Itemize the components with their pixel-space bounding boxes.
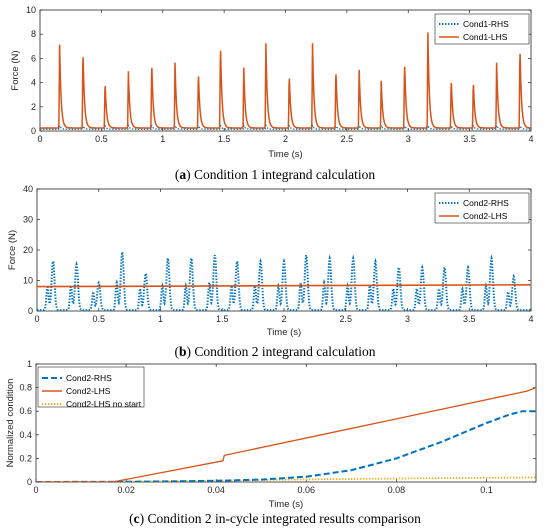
y-tick-label: 0.6 <box>19 406 32 416</box>
x-tick-label: 0.04 <box>207 485 225 495</box>
panel-b-legend-box <box>434 192 530 224</box>
panel-b-caption-tag: b <box>179 344 187 359</box>
panel-b-legend: Cond2-RHS Cond2-LHS <box>434 192 530 224</box>
legend-label-cond2-rhs: Cond2-RHS <box>463 198 509 208</box>
panel-c-legend-box <box>37 366 145 408</box>
y-tick-label: 10 <box>23 276 33 286</box>
y-tick-label: 0.2 <box>19 453 32 463</box>
x-tick-label: 2.5 <box>339 314 352 324</box>
series-line-cond1-rhs <box>40 123 531 130</box>
panel-b-x-axis-label: Time (s) <box>267 327 301 338</box>
series-line-cond2-rhs <box>37 251 531 311</box>
panel-b-caption: (b) Condition 2 integrand calculation <box>175 344 376 359</box>
y-tick-label: 0 <box>28 306 33 316</box>
y-tick-label: 2 <box>31 102 36 112</box>
chart-panel-c: 0 0.02 0.04 0.06 0.08 0.1 0 0.2 0.4 0.6 0.8 1 Time … <box>5 359 537 526</box>
panel-a-axes-box <box>39 9 532 132</box>
panel-a-caption-tag: a <box>179 167 186 182</box>
panel-c-legend: Cond2-RHS Cond2-LHS Cond2-LHS no start <box>37 366 145 409</box>
y-tick-label: 0.4 <box>19 430 32 440</box>
x-tick-label: 3 <box>406 134 411 144</box>
x-tick-label: 0 <box>37 134 42 144</box>
x-tick-label: 4 <box>528 314 533 324</box>
x-tick-label: 0.02 <box>117 485 135 495</box>
y-tick-label: 40 <box>23 184 33 194</box>
panel-b-caption-text: Condition 2 integrand calculation <box>191 344 376 359</box>
panel-a-legend: Cond1-RHS Cond1-LHS <box>434 13 530 45</box>
panel-a-plot-area <box>40 32 531 130</box>
panel-c-plot-area <box>36 386 536 482</box>
panel-c-caption-text: Condition 2 in-cycle integrated results … <box>144 511 421 526</box>
y-tick-label: 4 <box>31 78 36 88</box>
x-tick-label: 0 <box>34 314 39 324</box>
x-tick-label: 1 <box>160 134 165 144</box>
panel-a-y-axis-label: Force (N) <box>10 50 21 90</box>
x-tick-label: 3 <box>405 314 410 324</box>
x-tick-label: 0.08 <box>388 485 406 495</box>
series-line-cond2-rhs <box>36 410 536 482</box>
chart-panel-a: 0 0.5 1 1.5 2 2.5 3 3.5 4 0 2 4 6 8 10 Time (s) Force … <box>10 5 534 182</box>
y-tick-label: 20 <box>23 245 33 255</box>
panel-a-caption-text: Condition 1 integrand calculation <box>191 167 376 182</box>
x-tick-label: 4 <box>528 134 533 144</box>
x-tick-label: 3.5 <box>463 314 476 324</box>
panel-c-caption-tag: c <box>134 511 140 526</box>
series-line-cond1-lhs <box>40 32 531 129</box>
x-tick-label: 2 <box>283 134 288 144</box>
panel-c-axes-box <box>35 363 537 483</box>
x-tick-label: 0.1 <box>480 485 493 495</box>
panel-a-legend-box <box>434 13 530 45</box>
y-tick-label: 0 <box>27 477 32 487</box>
legend-label-cond1-lhs: Cond1-LHS <box>463 32 508 42</box>
y-tick-label: 30 <box>23 215 33 225</box>
x-tick-label: 1.5 <box>216 314 229 324</box>
x-tick-label: 2.5 <box>341 134 354 144</box>
legend-label-cond2-rhs: Cond2-RHS <box>66 373 112 383</box>
y-tick-label: 6 <box>31 53 36 63</box>
panel-a-caption: (a) Condition 1 integrand calculation <box>175 167 375 182</box>
x-tick-label: 2 <box>281 314 286 324</box>
x-tick-label: 1 <box>158 314 163 324</box>
panel-c-caption: (c) Condition 2 in-cycle integrated resu… <box>129 511 421 526</box>
series-line-cond2-lhs <box>37 283 531 288</box>
legend-label-cond2-lhs: Cond2-LHS <box>463 211 508 221</box>
panel-c-x-axis-label: Time (s) <box>269 499 303 510</box>
x-tick-label: 0.06 <box>298 485 316 495</box>
y-tick-label: 8 <box>31 29 36 39</box>
panel-b-y-axis-label: Force (N) <box>7 230 18 270</box>
panel-a-x-axis-label: Time (s) <box>268 149 302 160</box>
y-tick-label: 0.8 <box>19 383 32 393</box>
x-tick-label: 1.5 <box>218 134 231 144</box>
y-tick-label: 10 <box>26 5 36 15</box>
legend-label-cond1-rhs: Cond1-RHS <box>463 19 509 29</box>
x-tick-label: 0.5 <box>95 134 108 144</box>
y-tick-label: 0 <box>31 126 36 136</box>
panel-c-y-axis-label: Normalized condition <box>5 379 16 468</box>
panel-b-plot-area <box>37 251 531 311</box>
x-tick-label: 3.5 <box>463 134 476 144</box>
x-tick-label: 0.5 <box>92 314 105 324</box>
x-tick-label: 0 <box>33 485 38 495</box>
series-line-cond2-lhs <box>36 386 536 482</box>
panel-b-axes-box <box>36 188 532 312</box>
legend-label-cond2-lhs-no-start: Cond2-LHS no start <box>66 399 142 409</box>
y-tick-label: 1 <box>27 359 32 369</box>
legend-label-cond2-lhs: Cond2-LHS <box>66 386 111 396</box>
